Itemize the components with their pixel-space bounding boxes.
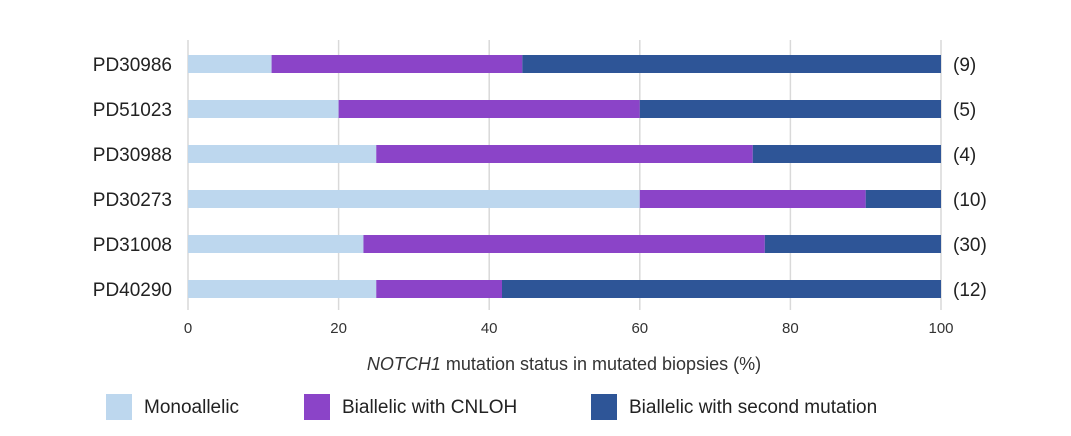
x-tick-label: 100 bbox=[928, 320, 953, 337]
bar-segment-2-PD40290 bbox=[376, 280, 503, 298]
count-label: (9) bbox=[953, 55, 976, 76]
count-label: (5) bbox=[953, 100, 976, 121]
bar-segment-3-PD31008 bbox=[764, 235, 941, 253]
x-tick-label: 0 bbox=[184, 320, 192, 337]
bar-segment-3-PD30988 bbox=[752, 145, 941, 163]
bar-segment-1-PD30986 bbox=[188, 55, 272, 73]
x-axis-title: NOTCH1 mutation status in mutated biopsi… bbox=[367, 354, 761, 374]
count-labels: (9) (5) (4) (10) (30) (12) bbox=[953, 55, 987, 301]
count-label: (30) bbox=[953, 235, 987, 256]
x-tick-label: 20 bbox=[330, 320, 347, 337]
category-label: PD30986 bbox=[93, 55, 172, 76]
x-tick-label: 60 bbox=[631, 320, 648, 337]
legend-label-1: Monoallelic bbox=[144, 397, 239, 418]
category-label: PD31008 bbox=[93, 235, 172, 256]
category-labels: PD30986 PD51023 PD30988 PD30273 PD31008 PD402… bbox=[93, 55, 172, 301]
bar-segment-1-PD40290 bbox=[188, 280, 377, 298]
x-tick-label: 40 bbox=[481, 320, 498, 337]
bar-segment-2-PD51023 bbox=[338, 100, 640, 118]
x-axis-title-italic: NOTCH1 bbox=[367, 354, 441, 374]
bar-segment-1-PD30273 bbox=[188, 190, 640, 208]
count-label: (12) bbox=[953, 280, 987, 301]
legend: Monoallelic Biallelic with CNLOH Biallelic… bbox=[106, 394, 877, 420]
legend-label-2: Biallelic with CNLOH bbox=[342, 397, 517, 418]
legend-label-3: Biallelic with second mutation bbox=[629, 397, 877, 418]
bar-segment-2-PD30988 bbox=[376, 145, 753, 163]
grid-lines bbox=[187, 40, 942, 310]
category-label: PD51023 bbox=[93, 100, 172, 121]
category-label: PD40290 bbox=[93, 280, 172, 301]
count-label: (4) bbox=[953, 145, 976, 166]
category-label: PD30273 bbox=[93, 190, 172, 211]
legend-swatch-1 bbox=[106, 394, 132, 420]
bar-segment-2-PD31008 bbox=[363, 235, 765, 253]
bars bbox=[188, 55, 941, 298]
bar-segment-2-PD30273 bbox=[639, 190, 866, 208]
count-label: (10) bbox=[953, 190, 987, 211]
x-tick-labels: 0 20 40 60 80 100 bbox=[184, 320, 954, 337]
bar-segment-2-PD30986 bbox=[271, 55, 523, 73]
bar-segment-1-PD31008 bbox=[188, 235, 364, 253]
bar-segment-3-PD30986 bbox=[522, 55, 941, 73]
legend-swatch-3 bbox=[591, 394, 617, 420]
bar-segment-3-PD51023 bbox=[639, 100, 941, 118]
x-tick-label: 80 bbox=[782, 320, 799, 337]
bar-segment-3-PD40290 bbox=[502, 280, 941, 298]
legend-swatch-2 bbox=[304, 394, 330, 420]
bar-segment-1-PD51023 bbox=[188, 100, 339, 118]
bar-segment-1-PD30988 bbox=[188, 145, 377, 163]
category-label: PD30988 bbox=[93, 145, 172, 166]
x-axis-title-rest: mutation status in mutated biopsies (%) bbox=[441, 354, 761, 374]
bar-segment-3-PD30273 bbox=[865, 190, 941, 208]
